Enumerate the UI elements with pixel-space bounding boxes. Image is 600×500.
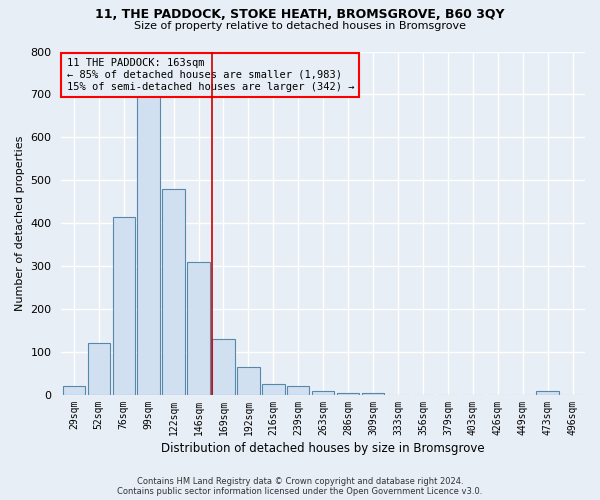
- Bar: [362, 393, 384, 395]
- Bar: [113, 217, 135, 395]
- Bar: [212, 339, 235, 395]
- Bar: [237, 367, 260, 395]
- Bar: [62, 386, 85, 395]
- Bar: [88, 344, 110, 395]
- Text: Contains HM Land Registry data © Crown copyright and database right 2024.
Contai: Contains HM Land Registry data © Crown c…: [118, 476, 482, 496]
- Bar: [137, 82, 160, 395]
- X-axis label: Distribution of detached houses by size in Bromsgrove: Distribution of detached houses by size …: [161, 442, 485, 455]
- Bar: [312, 390, 334, 395]
- Bar: [187, 262, 210, 395]
- Bar: [287, 386, 310, 395]
- Text: 11, THE PADDOCK, STOKE HEATH, BROMSGROVE, B60 3QY: 11, THE PADDOCK, STOKE HEATH, BROMSGROVE…: [95, 8, 505, 20]
- Text: Size of property relative to detached houses in Bromsgrove: Size of property relative to detached ho…: [134, 21, 466, 31]
- Bar: [337, 393, 359, 395]
- Bar: [262, 384, 284, 395]
- Y-axis label: Number of detached properties: Number of detached properties: [15, 136, 25, 311]
- Bar: [163, 189, 185, 395]
- Text: 11 THE PADDOCK: 163sqm
← 85% of detached houses are smaller (1,983)
15% of semi-: 11 THE PADDOCK: 163sqm ← 85% of detached…: [67, 58, 354, 92]
- Bar: [536, 390, 559, 395]
